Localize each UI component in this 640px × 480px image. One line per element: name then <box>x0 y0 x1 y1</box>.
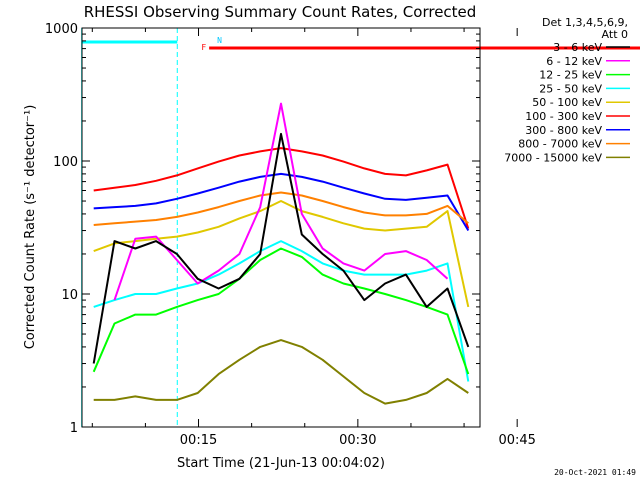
legend-entry-label: 100 - 300 keV <box>525 110 602 123</box>
x-tick-label: 00:45 <box>498 433 535 448</box>
legend-entry-label: 800 - 7000 keV <box>518 138 602 151</box>
x-tick-label: 00:15 <box>180 433 217 448</box>
legend-entry-label: 3 - 6 keV <box>553 41 602 54</box>
plot-frame <box>81 27 481 428</box>
legend-entry-label: 50 - 100 keV <box>532 96 602 109</box>
series-line <box>92 132 470 364</box>
x-tick-label: 00:30 <box>339 433 376 448</box>
y-tick-label: 10 <box>61 288 78 303</box>
series-line <box>93 339 469 405</box>
y-axis-label: Corrected Count Rate (s⁻¹ detector⁻¹) <box>23 105 38 350</box>
series-lines <box>92 102 470 405</box>
timestamp: 20-Oct-2021 01:49 <box>554 468 636 477</box>
series-line <box>93 172 470 232</box>
flag-label-f: F <box>201 43 206 52</box>
series-line <box>113 102 449 301</box>
chart-title: RHESSI Observing Summary Count Rates, Co… <box>84 3 477 21</box>
legend-header: Det 1,3,4,5,6,9, <box>542 16 628 29</box>
series-line <box>92 247 470 375</box>
legend-header: Att 0 <box>602 28 628 41</box>
y-tick-label: 1000 <box>45 22 78 37</box>
legend-entry-label: 25 - 50 keV <box>539 82 602 95</box>
legend-entry-label: 6 - 12 keV <box>546 55 602 68</box>
series-line <box>93 191 469 226</box>
legend-entry-label: 7000 - 15000 keV <box>504 151 602 164</box>
flag-label-n: N <box>217 36 222 45</box>
x-axis-label: Start Time (21-Jun-13 00:04:02) <box>177 456 385 471</box>
legend-entry-label: 300 - 800 keV <box>525 124 602 137</box>
legend-entry-label: 12 - 25 keV <box>539 69 602 82</box>
series-line <box>93 200 470 308</box>
series-line <box>93 147 470 229</box>
y-tick-label: 1 <box>70 421 78 436</box>
y-tick-label: 100 <box>53 155 78 170</box>
